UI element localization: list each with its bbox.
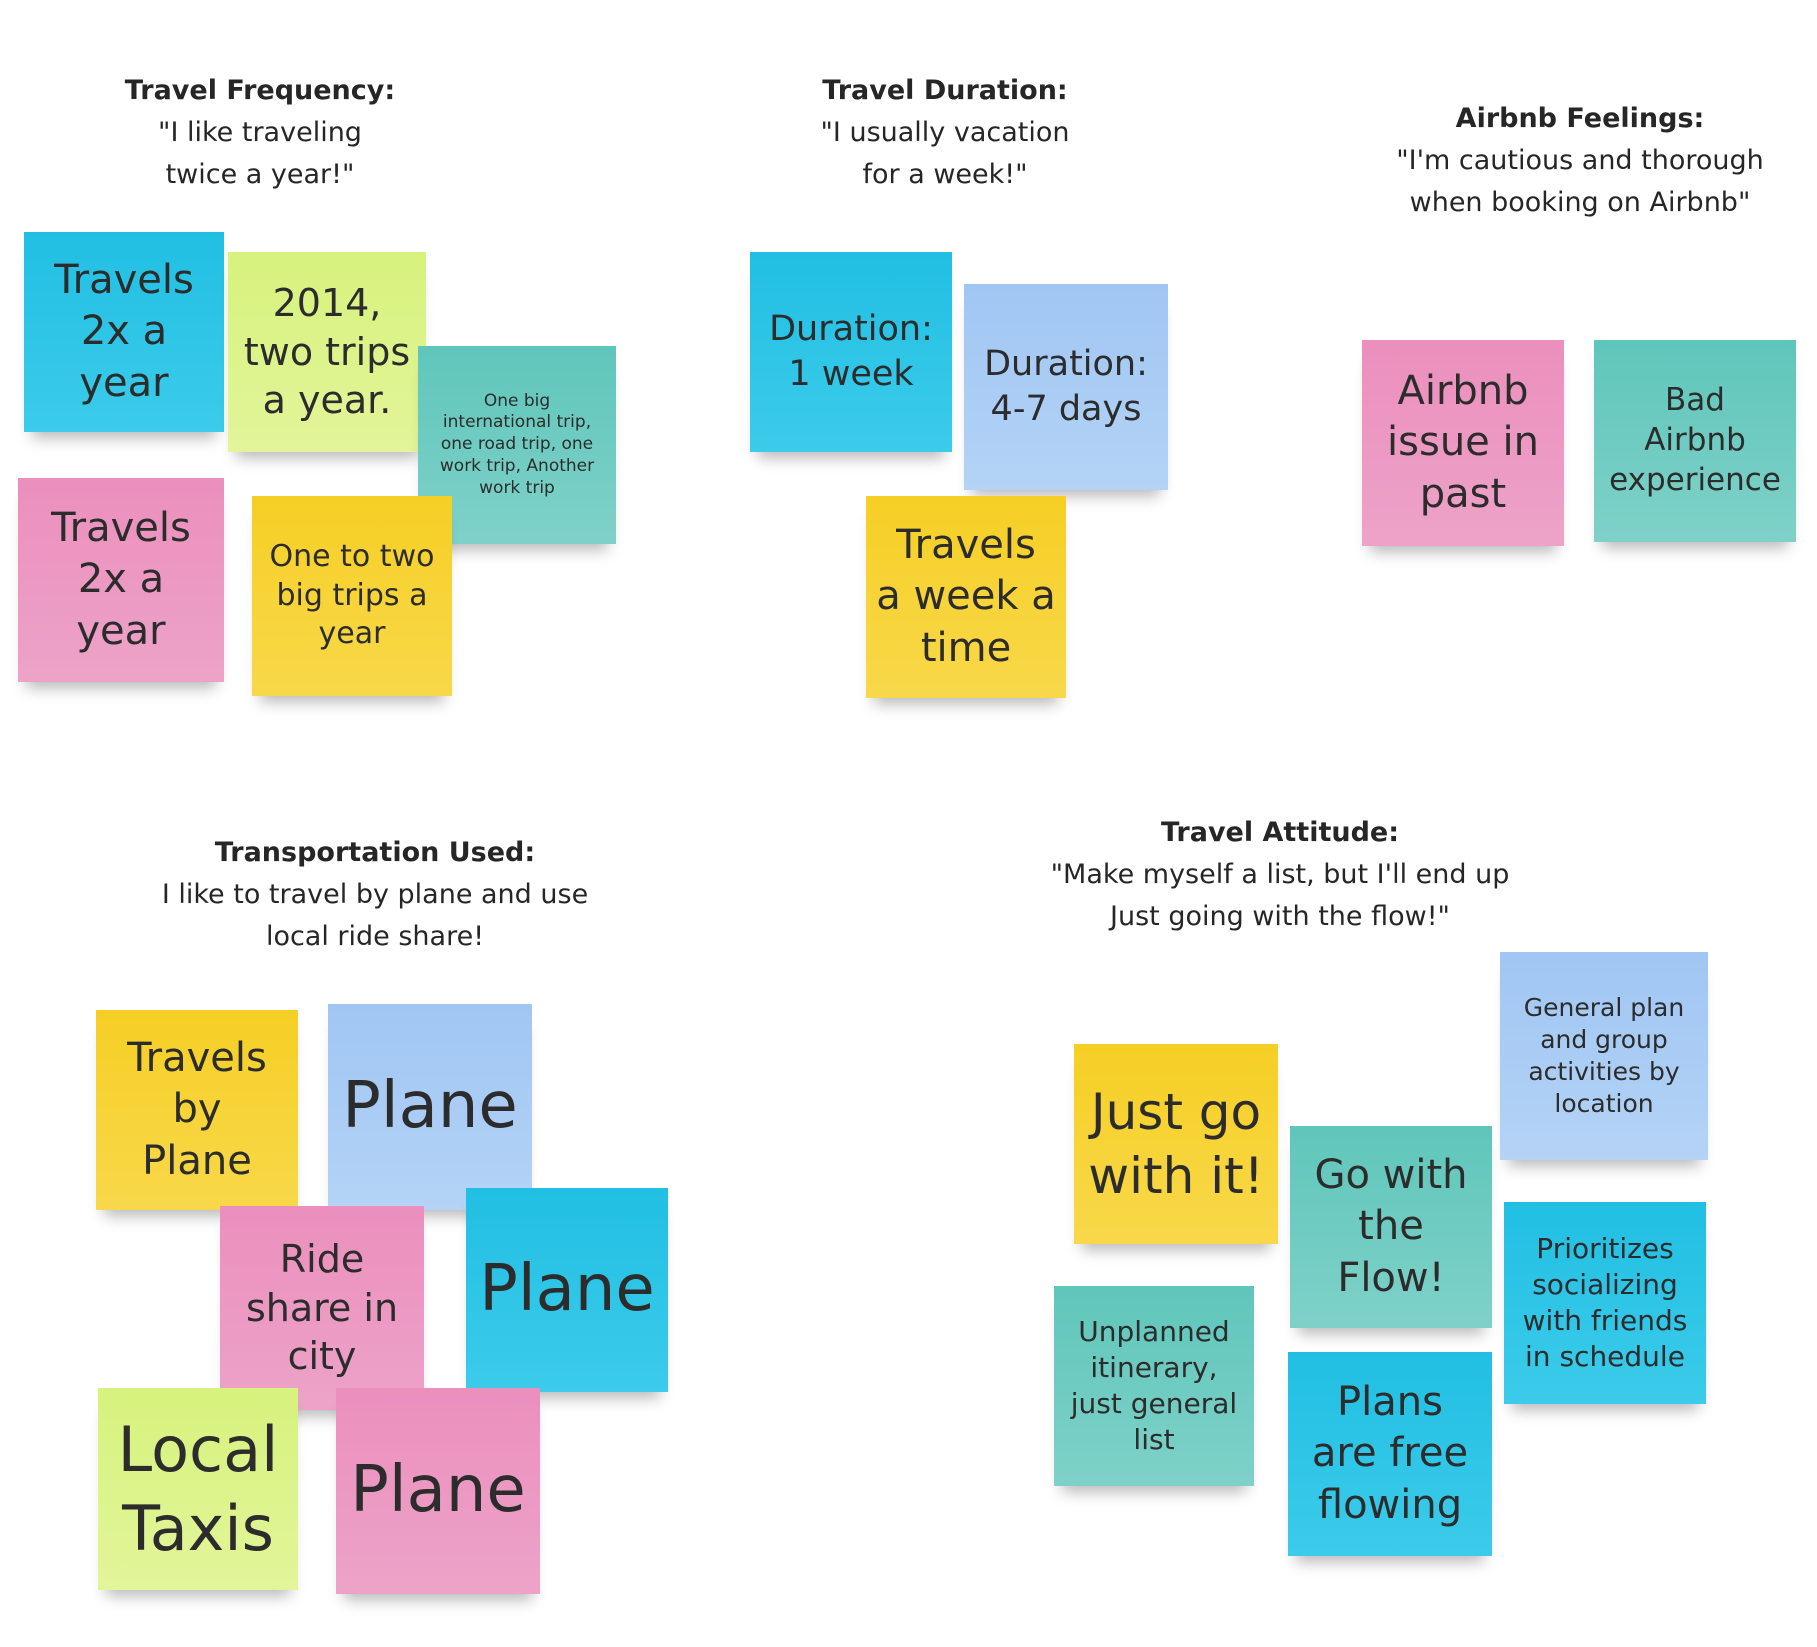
sticky-note[interactable]: Travels by Plane — [96, 1010, 298, 1210]
sticky-note[interactable]: Travels 2x a year — [24, 232, 224, 432]
heading-quote: "I usually vacation for a week!" — [820, 116, 1070, 190]
heading-title: Travel Frequency: — [124, 75, 396, 106]
heading-quote: "I'm cautious and thorough when booking … — [1396, 144, 1764, 218]
sticky-note-text: Travels a week a time — [876, 522, 1056, 671]
heading-travel-frequency: Travel Frequency: "I like traveling twic… — [110, 70, 410, 196]
sticky-note[interactable]: Just go with it! — [1074, 1044, 1278, 1244]
heading-quote: I like to travel by plane and use local … — [161, 878, 589, 952]
sticky-note[interactable]: Plans are free flowing — [1288, 1352, 1492, 1556]
sticky-note[interactable]: Unplanned itinerary, just general list — [1054, 1286, 1254, 1486]
sticky-note-text: Duration: 4-7 days — [984, 344, 1148, 429]
sticky-note[interactable]: Go with the Flow! — [1290, 1126, 1492, 1328]
heading-airbnb-feelings: Airbnb Feelings: "I'm cautious and thoro… — [1370, 98, 1790, 224]
heading-quote: "Make myself a list, but I'll end up Jus… — [1050, 858, 1510, 932]
heading-travel-attitude: Travel Attitude: "Make myself a list, bu… — [1040, 812, 1520, 938]
sticky-note-text: One big international trip, one road tri… — [439, 390, 595, 498]
sticky-note-text: Travels 2x a year — [51, 505, 191, 654]
sticky-note[interactable]: Local Taxis — [98, 1388, 298, 1590]
sticky-note-text: Travels 2x a year — [54, 257, 194, 406]
sticky-note-text: Travels by Plane — [127, 1035, 267, 1184]
sticky-note-text: General plan and group activities by loc… — [1523, 993, 1685, 1118]
sticky-note-text: Go with the Flow! — [1314, 1152, 1468, 1301]
sticky-note[interactable]: Travels a week a time — [866, 496, 1066, 698]
heading-travel-duration: Travel Duration: "I usually vacation for… — [795, 70, 1095, 196]
sticky-note[interactable]: Duration: 1 week — [750, 252, 952, 452]
sticky-note[interactable]: Plane — [336, 1388, 540, 1594]
sticky-note[interactable]: 2014, two trips a year. — [228, 252, 426, 452]
sticky-note-text: Airbnb issue in past — [1387, 368, 1539, 517]
heading-title: Transportation Used: — [214, 837, 536, 868]
heading-title: Travel Attitude: — [1160, 817, 1400, 848]
heading-title: Airbnb Feelings: — [1455, 103, 1705, 134]
sticky-note-text: 2014, two trips a year. — [243, 281, 411, 423]
sticky-note[interactable]: Duration: 4-7 days — [964, 284, 1168, 490]
sticky-note-text: Bad Airbnb experience — [1609, 382, 1781, 498]
sticky-note-text: Ride share in city — [245, 1237, 399, 1379]
sticky-note[interactable]: Prioritizes socializing with friends in … — [1504, 1202, 1706, 1404]
sticky-note-text: Local Taxis — [117, 1412, 279, 1565]
sticky-note-text: Plane — [350, 1453, 526, 1528]
sticky-note[interactable]: Bad Airbnb experience — [1594, 340, 1796, 542]
sticky-note[interactable]: Plane — [466, 1188, 668, 1392]
heading-title: Travel Duration: — [822, 75, 1068, 106]
heading-quote: "I like traveling twice a year!" — [158, 116, 362, 190]
sticky-note-text: Duration: 1 week — [769, 309, 933, 394]
sticky-note-text: Plane — [342, 1069, 518, 1144]
sticky-note-text: One to two big trips a year — [269, 539, 435, 652]
sticky-note[interactable]: General plan and group activities by loc… — [1500, 952, 1708, 1160]
sticky-note-text: Plane — [479, 1252, 655, 1327]
sticky-note[interactable]: Ride share in city — [220, 1206, 424, 1410]
sticky-note-text: Plans are free flowing — [1311, 1379, 1469, 1528]
sticky-note-text: Unplanned itinerary, just general list — [1070, 1315, 1238, 1456]
sticky-note[interactable]: One to two big trips a year — [252, 496, 452, 696]
heading-transportation-used: Transportation Used: I like to travel by… — [150, 832, 600, 958]
sticky-note-text: Just go with it! — [1088, 1083, 1264, 1205]
sticky-note[interactable]: Travels 2x a year — [18, 478, 224, 682]
sticky-note[interactable]: Plane — [328, 1004, 532, 1210]
sticky-note-text: Prioritizes socializing with friends in … — [1522, 1232, 1688, 1373]
sticky-note[interactable]: Airbnb issue in past — [1362, 340, 1564, 546]
